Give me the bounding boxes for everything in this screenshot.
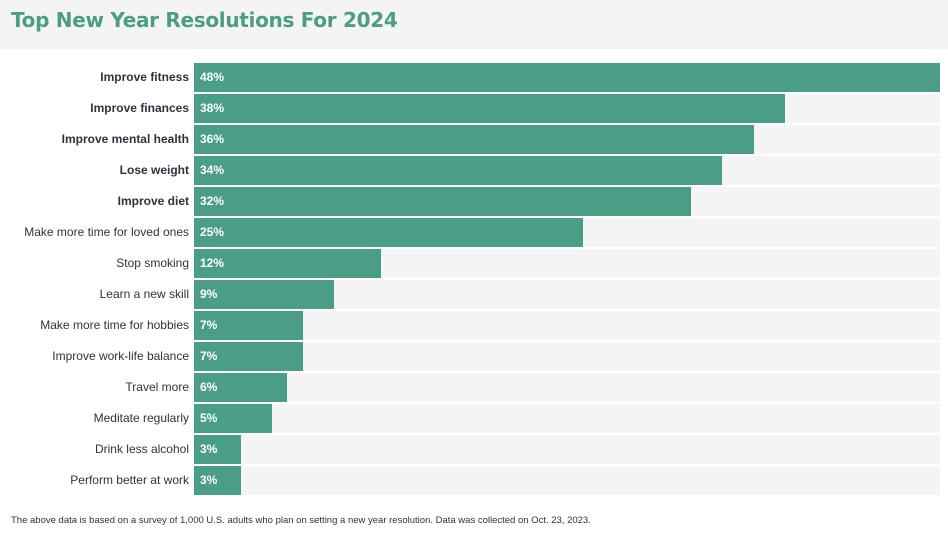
footnote: The above data is based on a survey of 1… [11,515,591,526]
bar-row: Make more time for loved ones 25% [0,218,948,247]
bar-track [194,404,940,433]
bar-track [194,466,940,495]
bar-row: Perform better at work 3% [0,466,948,495]
category-label: Learn a new skill [99,287,189,301]
value-label: 3% [200,442,218,456]
bar-row: Travel more 6% [0,373,948,402]
value-label: 3% [200,473,218,487]
bar-row: Improve mental health 36% [0,125,948,154]
value-label: 7% [200,349,218,363]
bar-track [194,311,940,340]
value-label: 32% [200,194,225,208]
bar [194,435,241,464]
category-label: Improve work-life balance [52,349,189,363]
value-label: 9% [200,287,218,301]
bar [194,311,303,340]
bar-row: Lose weight 34% [0,156,948,185]
category-label: Travel more [125,380,189,394]
chart-header: Top New Year Resolutions For 2024 [0,0,948,49]
bar-row: Improve fitness 48% [0,63,948,92]
bar [194,373,288,402]
bar [194,404,272,433]
value-label: 25% [200,225,225,239]
bar [194,63,940,92]
bar [194,249,381,278]
value-label: 48% [200,70,225,84]
value-label: 34% [200,163,225,177]
value-label: 12% [200,256,225,270]
bar [194,218,583,247]
category-label: Perform better at work [70,473,189,487]
bar [194,187,692,216]
value-label: 36% [200,132,225,146]
bar-track [194,435,940,464]
bar-chart: Improve fitness 48% Improve finances 38% Imp… [0,63,948,497]
category-label: Improve finances [90,101,189,115]
bar-row: Stop smoking 12% [0,249,948,278]
bar [194,125,754,154]
category-label: Lose weight [119,163,189,177]
bar-row: Improve diet 32% [0,187,948,216]
bar-row: Improve work-life balance 7% [0,342,948,371]
value-label: 6% [200,380,218,394]
value-label: 7% [200,318,218,332]
value-label: 5% [200,411,218,425]
bar [194,94,785,123]
bar-row: Improve finances 38% [0,94,948,123]
category-label: Improve fitness [100,70,189,84]
bar-track [194,342,940,371]
bar [194,342,303,371]
bar-row: Learn a new skill 9% [0,280,948,309]
value-label: 38% [200,101,225,115]
category-label: Make more time for loved ones [24,225,189,239]
bar [194,156,723,185]
category-label: Make more time for hobbies [40,318,189,332]
bar [194,466,241,495]
category-label: Meditate regularly [93,411,189,425]
bar-row: Make more time for hobbies 7% [0,311,948,340]
chart-title: Top New Year Resolutions For 2024 [11,8,398,32]
bar [194,280,334,309]
category-label: Stop smoking [116,256,189,270]
category-label: Improve mental health [61,132,189,146]
bar-row: Meditate regularly 5% [0,404,948,433]
bar-row: Drink less alcohol 3% [0,435,948,464]
bar-track [194,373,940,402]
category-label: Improve diet [117,194,189,208]
category-label: Drink less alcohol [94,442,189,456]
